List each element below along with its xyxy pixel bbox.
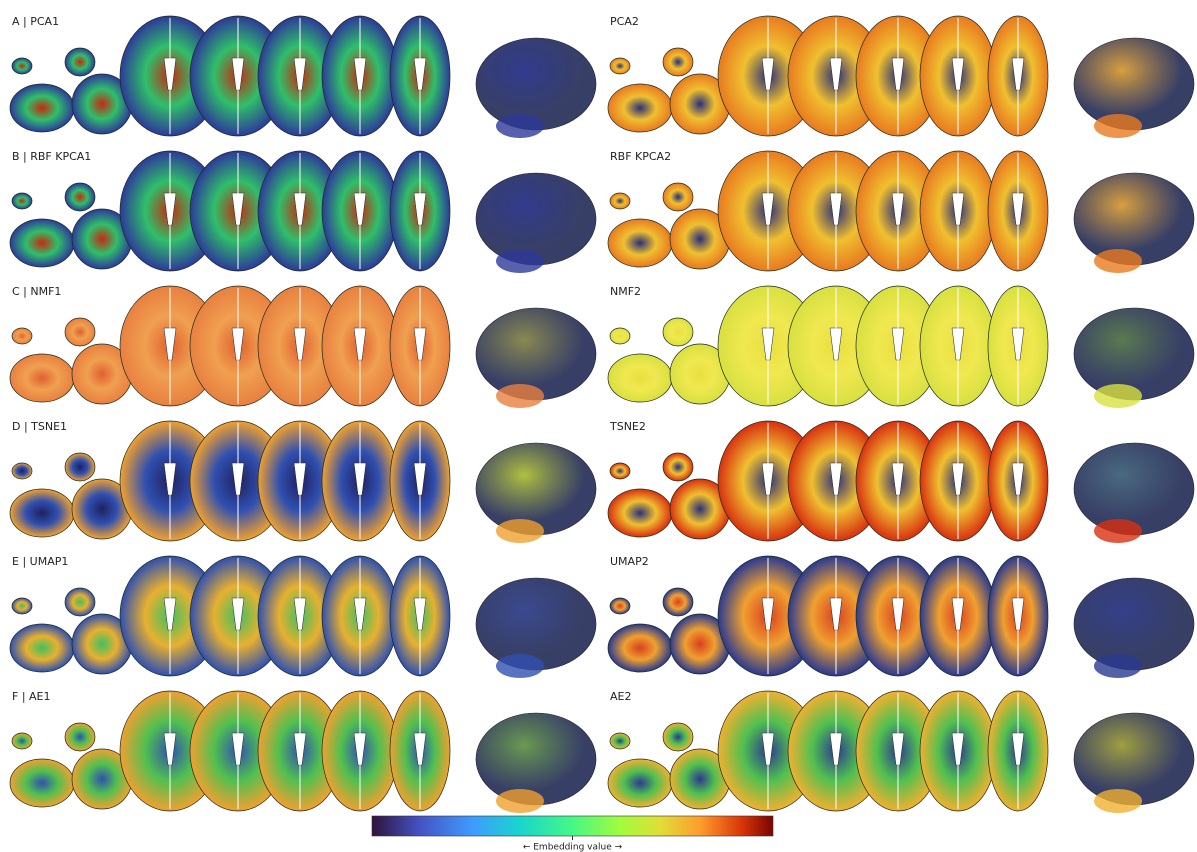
cerebellum-3d xyxy=(1094,654,1142,678)
cerebellum-3d xyxy=(1094,789,1142,813)
slice xyxy=(11,462,33,480)
cerebellum-3d xyxy=(496,789,544,813)
panel-label: D | TSNE1 xyxy=(12,420,67,433)
cerebellum-3d xyxy=(496,384,544,408)
brain-3d xyxy=(475,577,597,671)
slice xyxy=(662,47,694,77)
panel-label: A | PCA1 xyxy=(12,15,59,28)
slice xyxy=(9,623,75,673)
panel: UMAP2 xyxy=(607,555,1195,678)
cerebellum-3d xyxy=(496,114,544,138)
panel: D | TSNE1 xyxy=(9,420,597,543)
brain-3d xyxy=(475,442,597,536)
brain-3d xyxy=(475,172,597,266)
cerebellum-3d xyxy=(1094,249,1142,273)
brain-3d xyxy=(1073,442,1195,536)
slice xyxy=(9,758,75,808)
panel-label: F | AE1 xyxy=(12,690,51,703)
slice xyxy=(607,83,673,133)
panel: C | NMF1 xyxy=(9,285,597,408)
panel: AE2 xyxy=(607,690,1195,813)
panel-label: AE2 xyxy=(610,690,631,703)
slice xyxy=(64,452,96,482)
slice xyxy=(662,182,694,212)
brain-3d xyxy=(1073,172,1195,266)
brain-3d xyxy=(1073,712,1195,806)
slice xyxy=(609,732,631,750)
slice xyxy=(609,327,631,345)
cerebellum-3d xyxy=(1094,114,1142,138)
panel: E | UMAP1 xyxy=(9,555,597,678)
slice xyxy=(607,488,673,538)
panel-label: B | RBF KPCA1 xyxy=(12,150,91,163)
slice xyxy=(64,47,96,77)
slice xyxy=(609,57,631,75)
slice xyxy=(609,597,631,615)
slice xyxy=(11,732,33,750)
slice xyxy=(662,587,694,617)
panel: TSNE2 xyxy=(607,420,1195,543)
slice xyxy=(662,722,694,752)
slice xyxy=(607,353,673,403)
cerebellum-3d xyxy=(496,654,544,678)
slice xyxy=(662,452,694,482)
slice xyxy=(609,192,631,210)
panel: B | RBF KPCA1 xyxy=(9,150,597,273)
slice xyxy=(11,327,33,345)
slice xyxy=(64,722,96,752)
slice xyxy=(11,192,33,210)
brain-3d xyxy=(475,307,597,401)
slice xyxy=(9,488,75,538)
panels: A | PCA1 PCA2 B | RBF KPCA1 RBF KPCA2 C | NM… xyxy=(9,15,1195,813)
panel-label: NMF2 xyxy=(610,285,641,298)
panel: PCA2 xyxy=(607,15,1195,138)
slice xyxy=(64,182,96,212)
panel-label: C | NMF1 xyxy=(12,285,61,298)
panel-label: UMAP2 xyxy=(610,555,649,568)
slice xyxy=(607,218,673,268)
slice xyxy=(9,353,75,403)
slice xyxy=(607,758,673,808)
slice xyxy=(662,317,694,347)
panel: F | AE1 xyxy=(9,690,597,813)
colorbar-label: ← Embedding value → xyxy=(523,843,623,852)
brain-3d xyxy=(475,712,597,806)
panel: RBF KPCA2 xyxy=(607,150,1195,273)
panel-label: RBF KPCA2 xyxy=(610,150,671,163)
panel-label: TSNE2 xyxy=(609,420,646,433)
panel-label: E | UMAP1 xyxy=(12,555,68,568)
slice xyxy=(607,623,673,673)
brain-3d xyxy=(1073,577,1195,671)
slice xyxy=(64,317,96,347)
brain-3d xyxy=(1073,37,1195,131)
panel: NMF2 xyxy=(607,285,1195,408)
cerebellum-3d xyxy=(1094,384,1142,408)
panel-label: PCA2 xyxy=(610,15,639,28)
cerebellum-3d xyxy=(1094,519,1142,543)
slice xyxy=(609,462,631,480)
colorbar xyxy=(371,815,774,837)
brain-3d xyxy=(475,37,597,131)
panel: A | PCA1 xyxy=(9,15,597,138)
slice xyxy=(9,218,75,268)
slice xyxy=(9,83,75,133)
brain-3d xyxy=(1073,307,1195,401)
slice xyxy=(11,57,33,75)
slice xyxy=(11,597,33,615)
cerebellum-3d xyxy=(496,249,544,273)
cerebellum-3d xyxy=(496,519,544,543)
slice xyxy=(64,587,96,617)
